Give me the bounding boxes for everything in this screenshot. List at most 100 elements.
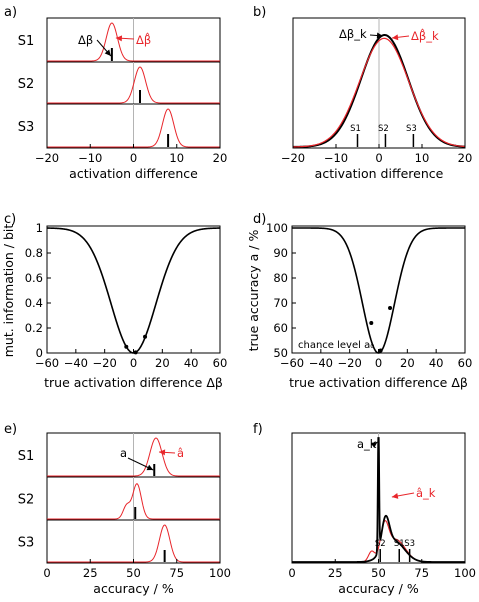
response-curve bbox=[292, 227, 465, 354]
x-axis-tick-label: 100 bbox=[209, 566, 231, 580]
y-axis-tick-label: 0 bbox=[36, 346, 43, 360]
y-axis-tick-label: 90 bbox=[273, 246, 288, 260]
x-axis-tick-label: 10 bbox=[169, 151, 184, 165]
x-axis-tick-label: 20 bbox=[213, 151, 228, 165]
annotation-true: a bbox=[120, 446, 127, 460]
x-axis-tick-label: 0 bbox=[130, 356, 137, 370]
y-axis-tick-label: 100 bbox=[266, 221, 288, 235]
x-axis-tick-label: −10 bbox=[324, 151, 348, 165]
annotation-estimate: â_k bbox=[416, 486, 436, 500]
panel-label: b) bbox=[253, 5, 266, 20]
y-axis-label: true accuracy a / % bbox=[246, 230, 261, 352]
x-axis-tick-label: 0 bbox=[130, 151, 137, 165]
x-axis-tick-label: 75 bbox=[414, 566, 429, 580]
annotation-estimate-arrow-head bbox=[391, 492, 399, 499]
marker-label: S1 bbox=[394, 539, 405, 549]
chance-level-label: chance level a₀ bbox=[298, 340, 374, 351]
annotation-true-arrow-head bbox=[376, 32, 383, 39]
true-curve bbox=[292, 437, 465, 563]
y-axis-tick-label: 0.2 bbox=[25, 321, 43, 335]
x-axis-tick-label: −60 bbox=[35, 356, 59, 370]
x-axis-tick-label: −20 bbox=[281, 151, 305, 165]
annotation-estimate: Δβ̂ bbox=[136, 31, 151, 47]
row-label: S1 bbox=[18, 449, 35, 464]
x-axis-tick-label: 0 bbox=[43, 566, 50, 580]
marker-label: S3 bbox=[404, 539, 415, 549]
x-axis-tick-label: 60 bbox=[458, 356, 473, 370]
estimate-curve bbox=[47, 437, 220, 477]
x-axis-tick-label: −20 bbox=[338, 356, 362, 370]
x-axis-label: true activation difference Δβ bbox=[44, 375, 223, 390]
highlight-point bbox=[133, 350, 138, 355]
annotation-true: Δβ bbox=[78, 33, 93, 47]
annotation-estimate-arrow-head bbox=[115, 35, 123, 42]
x-axis-tick-label: 0 bbox=[375, 151, 382, 165]
x-axis-tick-label: −40 bbox=[309, 356, 333, 370]
x-axis-tick-label: −20 bbox=[93, 356, 117, 370]
panel-label: e) bbox=[4, 422, 17, 437]
estimate-curve bbox=[47, 66, 220, 104]
annotation-true-arrow-head bbox=[370, 442, 378, 448]
x-axis-tick-label: 0 bbox=[375, 356, 382, 370]
row-label: S1 bbox=[18, 34, 35, 49]
highlight-point bbox=[143, 334, 148, 339]
marker-label: S3 bbox=[406, 124, 417, 134]
plot-frame bbox=[46, 225, 221, 354]
x-axis-label: accuracy / % bbox=[93, 581, 174, 596]
x-axis-tick-label: 0 bbox=[288, 566, 295, 580]
x-axis-tick-label: 100 bbox=[454, 566, 476, 580]
x-axis-label: activation difference bbox=[69, 166, 198, 181]
y-axis-tick-label: 0.4 bbox=[25, 296, 43, 310]
x-axis-label: true activation difference Δβ bbox=[289, 375, 468, 390]
y-axis-tick-label: 1 bbox=[36, 221, 43, 235]
panel-label: f) bbox=[253, 422, 263, 437]
y-axis-label: mut. information / bit bbox=[1, 224, 16, 358]
x-axis-tick-label: −40 bbox=[64, 356, 88, 370]
x-axis-tick-label: −10 bbox=[78, 151, 102, 165]
x-axis-tick-label: 75 bbox=[169, 566, 184, 580]
x-axis-tick-label: 20 bbox=[155, 356, 170, 370]
x-axis-tick-label: 50 bbox=[371, 566, 386, 580]
x-axis-tick-label: 10 bbox=[415, 151, 430, 165]
highlight-point bbox=[388, 306, 393, 310]
x-axis-label: activation difference bbox=[315, 166, 444, 181]
marker-label: S1 bbox=[350, 124, 361, 134]
plot-frame bbox=[291, 225, 466, 354]
panel-label: d) bbox=[253, 212, 266, 227]
row-label: S3 bbox=[18, 120, 35, 135]
annotation-estimate-arrow-head bbox=[392, 34, 399, 41]
annotation-true-arrow-head bbox=[104, 49, 111, 56]
annotation-estimate: â bbox=[177, 446, 184, 460]
x-axis-tick-label: 25 bbox=[83, 566, 98, 580]
highlight-point bbox=[378, 348, 383, 353]
y-axis-tick-label: 0.6 bbox=[25, 271, 43, 285]
x-axis-tick-label: −60 bbox=[280, 356, 304, 370]
x-axis-tick-label: 20 bbox=[458, 151, 473, 165]
estimate-curve bbox=[292, 37, 466, 148]
y-axis-tick-label: 0.8 bbox=[25, 246, 43, 260]
annotation-true: a_k bbox=[357, 437, 377, 451]
annotation-true-arrow-head bbox=[146, 464, 154, 471]
x-axis-label: accuracy / % bbox=[338, 581, 419, 596]
highlight-point bbox=[124, 344, 129, 349]
x-axis-tick-label: 25 bbox=[328, 566, 343, 580]
row-label: S2 bbox=[18, 77, 35, 92]
annotation-estimate-arrow-head bbox=[158, 449, 166, 456]
x-axis-tick-label: 40 bbox=[429, 356, 444, 370]
y-axis-tick-label: 70 bbox=[273, 296, 288, 310]
annotation-estimate: Δβ̂_k bbox=[411, 27, 439, 43]
response-curve bbox=[46, 227, 221, 354]
highlight-point bbox=[369, 321, 374, 325]
x-axis-tick-label: 60 bbox=[213, 356, 228, 370]
row-label: S2 bbox=[18, 493, 35, 508]
x-axis-tick-label: 20 bbox=[400, 356, 415, 370]
annotation-true: Δβ_k bbox=[339, 27, 367, 41]
panel-label: a) bbox=[4, 5, 17, 20]
marker-label: S2 bbox=[375, 539, 386, 549]
x-axis-tick-label: −20 bbox=[35, 151, 59, 165]
true-curve bbox=[292, 33, 466, 148]
y-axis-tick-label: 80 bbox=[273, 271, 288, 285]
estimate-curve bbox=[47, 483, 220, 520]
y-axis-tick-label: 50 bbox=[273, 346, 288, 360]
